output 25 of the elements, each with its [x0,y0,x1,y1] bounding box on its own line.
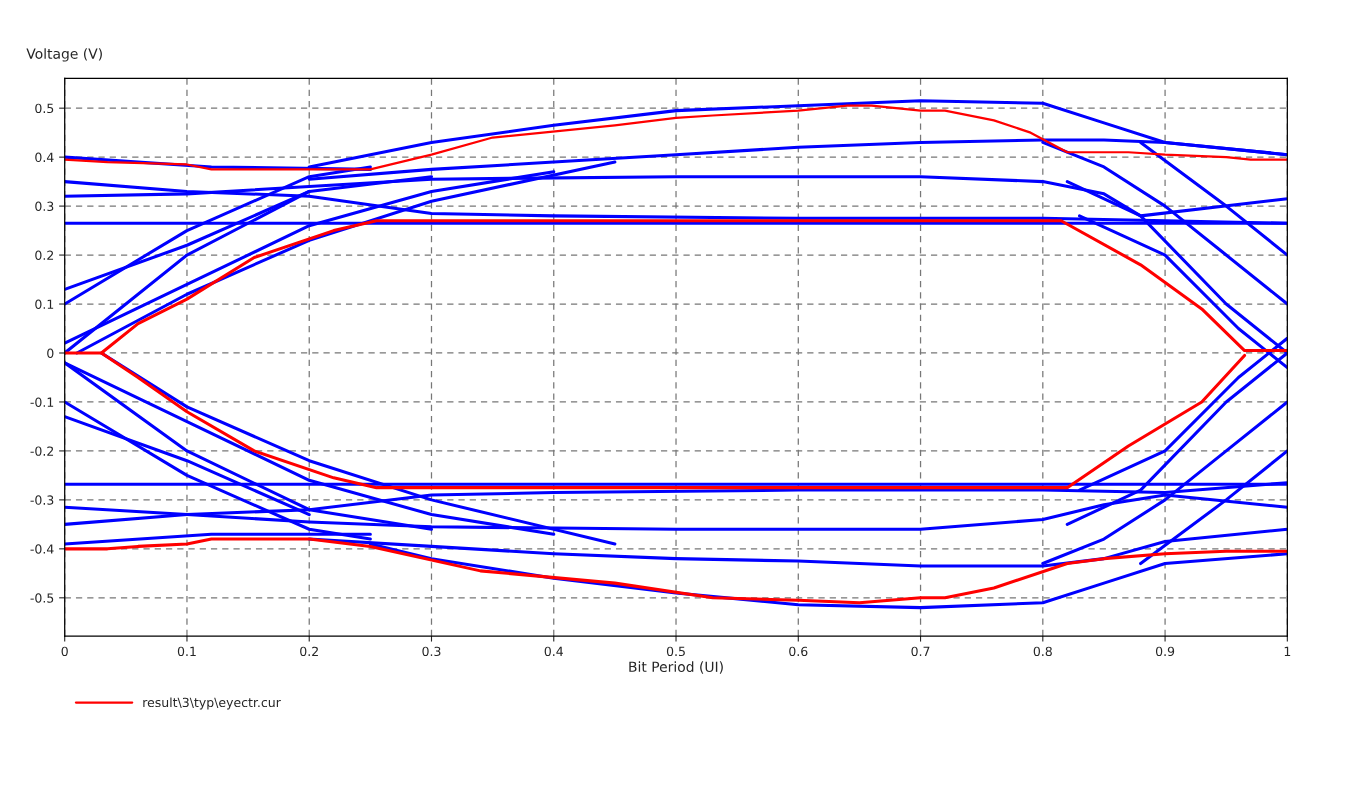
x-axis-title: Bit Period (UI) [629,661,723,674]
legend-label: result\3\typ\eyectr.cur [143,697,281,710]
x-tick-label: 0.4 [544,646,563,657]
x-tick-label: 0 [61,646,68,657]
x-tick-label: 0.9 [1155,646,1175,657]
x-tick-label: 0.2 [300,646,318,657]
y-tick-label: 0.3 [35,201,54,212]
y-tick-label: -0.5 [30,593,54,603]
y-tick-label: -0.2 [30,446,54,456]
x-tick-label: 0.3 [422,646,441,657]
x-tick-label: 0.1 [177,646,196,657]
x-tick-label: 0.7 [911,646,930,657]
y-axis-title: Voltage (V) [26,48,102,62]
x-tick-label: 0.5 [666,646,685,657]
y-tick-label: -0.1 [30,397,54,407]
x-tick-label: 0.6 [789,646,808,657]
y-tick-label: 0 [47,348,54,358]
y-tick-label: 0.2 [35,250,54,260]
y-tick-label: 0.5 [35,103,54,114]
y-tick-label: 0.4 [35,152,54,163]
y-tick-label: -0.3 [30,495,54,505]
y-tick-label: 0.1 [35,299,54,309]
x-tick-label: 0.8 [1033,646,1052,657]
x-tick-label: 1 [1284,646,1291,656]
y-tick-label: -0.4 [30,544,54,554]
